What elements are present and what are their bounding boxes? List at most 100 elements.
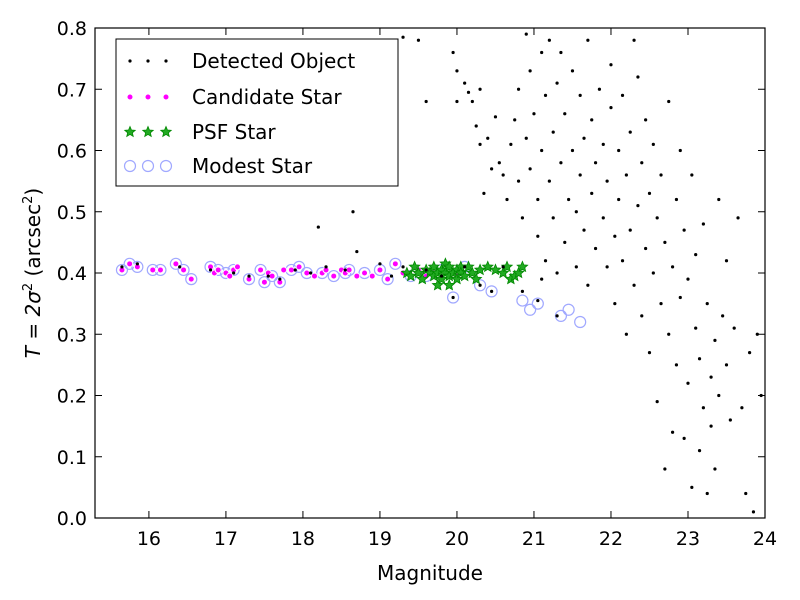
legend: Detected Object Candidate Star PSF Star Mod… <box>115 38 399 187</box>
data-point <box>543 259 548 263</box>
data-point <box>578 93 582 97</box>
data-point <box>613 234 617 238</box>
data-point <box>324 265 328 269</box>
data-point <box>570 148 575 153</box>
data-point <box>416 38 421 42</box>
data-point <box>115 263 129 277</box>
y-tick-label: 0.5 <box>57 202 87 224</box>
data-point <box>391 260 399 268</box>
data-point <box>172 260 180 268</box>
data-point <box>586 283 590 287</box>
data-point <box>713 338 717 342</box>
data-point <box>232 271 236 275</box>
data-point <box>543 93 548 97</box>
data-point <box>651 271 655 275</box>
y-tick-label: 0.4 <box>57 263 87 285</box>
data-point <box>640 161 644 165</box>
data-point <box>214 266 222 274</box>
data-point <box>316 225 320 229</box>
data-point <box>473 263 487 276</box>
x-tick-label: 21 <box>522 528 546 550</box>
data-point <box>536 298 540 303</box>
data-point <box>609 63 613 67</box>
data-point <box>747 351 752 355</box>
data-point <box>574 265 578 269</box>
data-point <box>682 436 686 440</box>
data-point <box>481 260 494 273</box>
data-point <box>717 197 721 202</box>
data-point <box>678 148 682 153</box>
data-point <box>273 276 286 289</box>
legend-marker <box>123 125 137 138</box>
data-point <box>613 302 617 306</box>
series-psf-star <box>400 257 529 291</box>
data-point <box>497 161 501 165</box>
data-point <box>663 467 667 471</box>
x-axis-title: Magnitude <box>377 561 483 585</box>
data-point <box>381 273 394 286</box>
data-point <box>547 38 551 42</box>
data-point <box>416 272 429 285</box>
data-point <box>644 246 648 251</box>
data-point <box>620 93 625 97</box>
data-point <box>690 173 694 177</box>
data-point <box>694 326 698 330</box>
data-point <box>590 118 594 122</box>
data-point <box>667 332 671 336</box>
x-tick-label: 16 <box>137 528 161 550</box>
data-point <box>667 99 671 104</box>
data-point <box>401 265 405 269</box>
data-point <box>524 303 537 316</box>
data-point <box>701 222 705 226</box>
data-point <box>439 274 444 278</box>
data-point <box>469 272 483 285</box>
data-point <box>593 246 598 251</box>
data-point <box>493 115 498 119</box>
data-point <box>628 228 632 232</box>
y-title-mid: (arcsec <box>21 204 45 283</box>
data-point <box>728 418 732 422</box>
data-point <box>682 228 686 232</box>
data-point <box>287 266 295 274</box>
legend-label: Modest Star <box>192 154 313 178</box>
series-candidate-star <box>118 260 461 286</box>
data-point <box>617 197 621 202</box>
data-point <box>278 277 282 281</box>
data-point <box>343 268 347 272</box>
data-point <box>401 35 405 39</box>
data-point <box>123 257 136 270</box>
data-point <box>640 314 644 318</box>
legend-label: Candidate Star <box>192 85 342 109</box>
data-point <box>528 69 532 73</box>
legend-marker <box>126 93 134 101</box>
data-point <box>555 314 559 318</box>
legend-marker <box>141 125 155 138</box>
legend-marker <box>159 159 173 173</box>
data-point <box>310 272 318 280</box>
legend-marker <box>123 159 137 173</box>
data-point <box>431 278 444 291</box>
data-point <box>451 50 455 55</box>
data-point <box>187 275 195 283</box>
y-tick-label: 0.2 <box>57 386 87 408</box>
data-point <box>713 467 717 471</box>
data-point <box>257 266 265 274</box>
data-point <box>701 406 705 410</box>
data-point <box>593 161 598 165</box>
data-point <box>670 430 675 434</box>
data-point <box>300 266 313 280</box>
legend-label: Detected Object <box>192 49 355 73</box>
data-point <box>463 265 467 269</box>
data-point <box>303 269 311 277</box>
data-point <box>717 393 721 398</box>
data-point <box>636 75 640 79</box>
data-point <box>724 363 729 367</box>
data-point <box>516 260 529 273</box>
data-point <box>473 279 487 292</box>
data-point <box>485 285 498 298</box>
data-point <box>697 449 702 453</box>
data-point <box>496 266 510 279</box>
data-point <box>254 263 267 277</box>
data-point <box>632 38 636 42</box>
